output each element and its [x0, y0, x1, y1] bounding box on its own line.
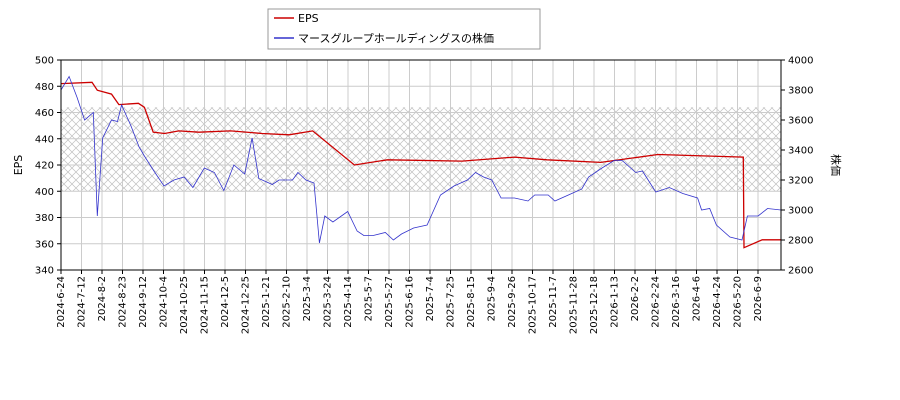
x-tick-label: 2024-9-12: [138, 276, 149, 328]
x-axis-ticks: 2024-6-24 2024-7-12 2024-8-2 2024-8-23 2024-…: [56, 270, 764, 334]
x-tick-label: 2024-12-25: [241, 276, 252, 334]
legend-label-stock-price: マースグループホールディングスの株価: [298, 31, 494, 45]
eps-line: [61, 81, 781, 249]
x-tick-label: 2024-6-24: [56, 276, 67, 328]
left-tick-label: 440: [35, 134, 54, 145]
right-tick-label: 2600: [788, 266, 813, 277]
x-tick-label: 2025-5-7: [364, 276, 375, 321]
x-tick-label: 2025-4-14: [343, 276, 354, 328]
x-tick-label: 2025-7-4: [425, 276, 436, 321]
x-tick-label: 2026-2-24: [651, 276, 662, 328]
x-tick-label: 2025-3-4: [302, 276, 313, 321]
right-axis-title: 株価: [829, 154, 843, 176]
left-axis-title: EPS: [12, 155, 25, 176]
x-tick-label: 2024-10-25: [179, 276, 190, 334]
x-tick-label: 2025-9-26: [507, 276, 518, 328]
x-tick-label: 2026-3-16: [671, 276, 682, 328]
x-tick-label: 2024-8-2: [97, 276, 108, 321]
x-tick-label: 2026-4-24: [712, 276, 723, 328]
right-tick-label: 3400: [788, 146, 813, 157]
left-tick-label: 340: [35, 266, 54, 277]
x-tick-label: 2024-12-5: [220, 276, 231, 328]
x-tick-label: 2025-2-10: [282, 276, 293, 328]
left-tick-label: 500: [35, 56, 54, 67]
x-tick-label: 2026-1-13: [610, 276, 621, 328]
x-tick-label: 2024-11-15: [200, 276, 211, 334]
x-tick-label: 2025-8-15: [466, 276, 477, 328]
right-tick-label: 2800: [788, 236, 813, 247]
legend-label-eps: EPS: [298, 12, 319, 25]
x-tick-label: 2026-6-9: [753, 276, 764, 321]
x-tick-label: 2026-4-6: [692, 276, 703, 321]
left-tick-label: 360: [35, 239, 54, 250]
right-tick-label: 3000: [788, 206, 813, 217]
legend-box: [267, 8, 541, 50]
right-tick-label: 3600: [788, 116, 813, 127]
right-axis-ticks: 2600 2800 3000 3200 3400 3600 3800 4000: [781, 56, 813, 277]
x-tick-label: 2025-11-7: [548, 276, 559, 328]
right-tick-label: 3200: [788, 176, 813, 187]
left-tick-label: 400: [35, 187, 54, 198]
left-tick-label: 420: [35, 161, 54, 172]
left-tick-label: 380: [35, 213, 54, 224]
series-lines: [61, 75, 781, 249]
right-tick-label: 4000: [788, 56, 813, 67]
x-tick-label: 2025-12-18: [589, 276, 600, 334]
x-tick-label: 2025-10-17: [528, 276, 539, 334]
x-tick-label: 2025-3-24: [323, 276, 334, 328]
x-tick-label: 2024-8-23: [118, 276, 129, 328]
x-tick-label: 2025-5-27: [384, 276, 395, 328]
left-axis-ticks: 340 360 380 400 420 440 460 480 500: [35, 56, 61, 277]
x-tick-label: 2025-7-25: [446, 276, 457, 328]
right-tick-label: 3800: [788, 86, 813, 97]
x-tick-label: 2025-1-21: [261, 276, 272, 328]
left-tick-label: 480: [35, 82, 54, 93]
left-tick-label: 460: [35, 108, 54, 119]
x-tick-label: 2024-7-12: [77, 276, 88, 328]
x-tick-label: 2025-6-16: [405, 276, 416, 328]
legend: EPS マースグループホールディングスの株価: [267, 8, 541, 50]
x-tick-label: 2025-9-4: [487, 276, 498, 321]
x-tick-label: 2026-5-20: [733, 276, 744, 328]
hatched-band: [61, 107, 781, 192]
x-tick-label: 2025-11-28: [569, 276, 580, 334]
x-tick-label: 2026-2-2: [630, 276, 641, 321]
x-tick-label: 2024-10-4: [159, 276, 170, 328]
stock-price-line: [61, 75, 781, 244]
